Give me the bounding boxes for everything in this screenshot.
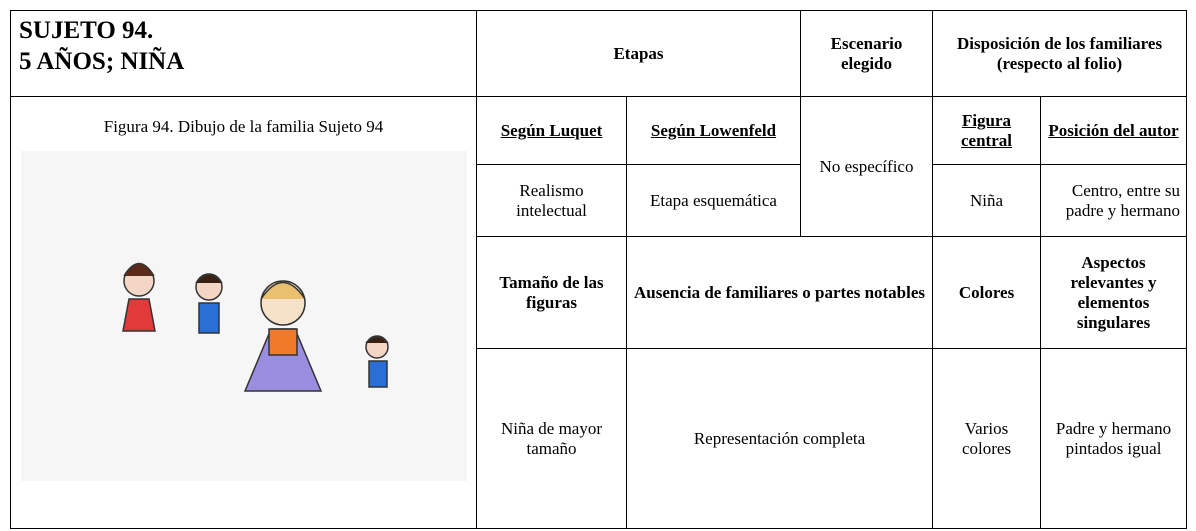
- subheader-cell: Según Lowenfeld: [625, 96, 802, 165]
- drawing: [20, 151, 467, 481]
- cell: Niña: [932, 164, 1042, 237]
- cell: Varios colores: [932, 348, 1042, 529]
- subheader-text: Según Lowenfeld: [650, 120, 777, 140]
- title-line: SUJETO 94.: [19, 17, 154, 44]
- subheader-text: Según Luquet: [500, 120, 603, 140]
- header-cell: Ausencia de familiares o partes notables: [625, 236, 934, 349]
- subject-table: SUJETO 94. 5 AÑOS; NIÑA Etapas Escenario…: [10, 10, 1188, 529]
- cell: Padre y hermano pintados igual: [1040, 348, 1188, 529]
- subheader-text: Posición del autor: [1048, 120, 1179, 140]
- title-line: 5 AÑOS; NIÑA: [19, 48, 185, 75]
- scenario-cell: No específico: [800, 96, 934, 237]
- figure-cell: Figura 94. Dibujo de la familia Sujeto 9…: [10, 96, 477, 529]
- header-cell: Aspectos relevantes y elementos singular…: [1040, 236, 1188, 349]
- figure-caption: Figura 94. Dibujo de la familia Sujeto 9…: [103, 117, 384, 136]
- cell: Centro, entre su padre y hermano: [1040, 164, 1188, 237]
- subheader-cell: Según Luquet: [476, 96, 627, 165]
- subheader-cell: Posición del autor: [1040, 96, 1188, 165]
- header-cell: Colores: [932, 236, 1042, 349]
- header-cell: Etapas: [475, 10, 802, 97]
- cell: Realismo intelectual: [476, 164, 627, 237]
- header-cell: Tamaño de las figuras: [476, 236, 627, 349]
- cell: Etapa esquemática: [625, 164, 802, 237]
- subheader-cell: Figura central: [932, 96, 1042, 165]
- cell: Niña de mayor tamaño: [476, 348, 627, 529]
- cell: Representación completa: [625, 348, 934, 529]
- header-cell: Disposición de los familiares (respecto …: [932, 10, 1188, 97]
- header-cell: Escenario elegido: [800, 10, 934, 97]
- title-cell: SUJETO 94. 5 AÑOS; NIÑA: [10, 10, 477, 97]
- subheader-text: Figura central: [961, 110, 1012, 150]
